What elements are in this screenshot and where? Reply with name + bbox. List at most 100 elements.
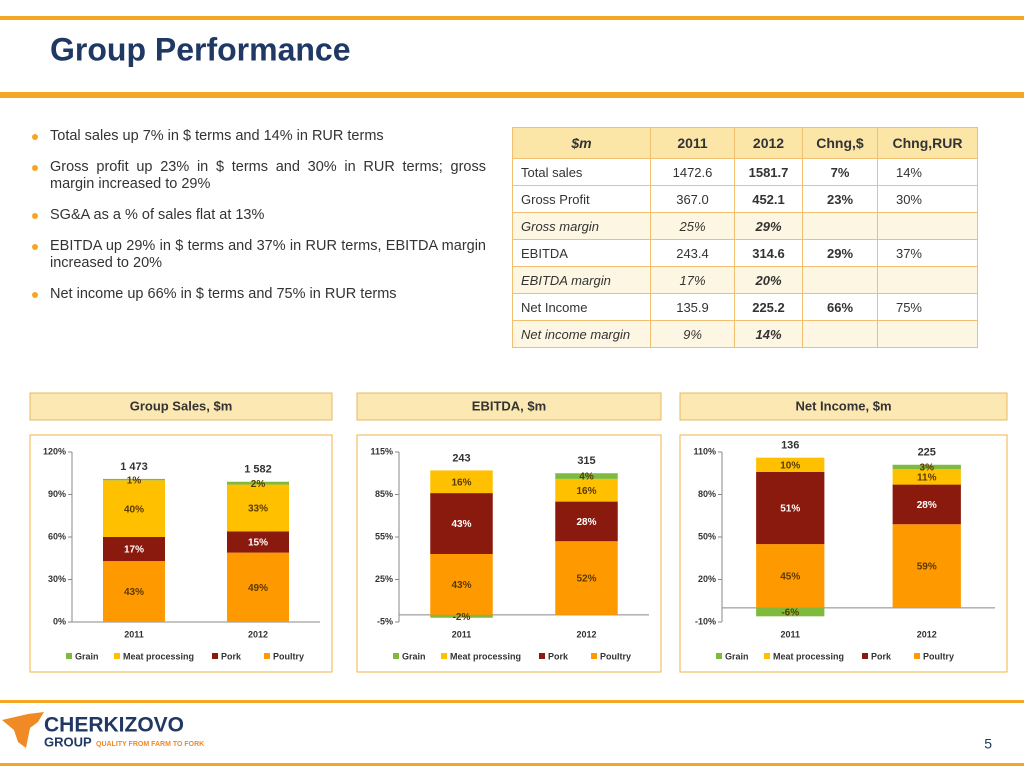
- legend-label: Pork: [871, 651, 892, 661]
- legend-label: Pork: [221, 651, 242, 661]
- bar-segment: [103, 537, 165, 562]
- table-row: Net Income 135.9 225.2 66% 75%: [512, 293, 978, 321]
- legend-label: Poultry: [600, 651, 631, 661]
- table-cell: 23%: [802, 185, 878, 213]
- header-cell: Chng,RUR: [877, 127, 978, 159]
- table-cell: 20%: [734, 266, 803, 294]
- data-label: 17%: [124, 545, 144, 556]
- table-cell: [802, 320, 878, 348]
- data-label: 11%: [917, 472, 937, 483]
- bar-segment: [430, 493, 493, 554]
- bar-segment: [430, 614, 493, 618]
- data-label: 52%: [576, 574, 596, 585]
- bar-segment: [555, 501, 618, 542]
- table-cell: 135.9: [650, 293, 735, 321]
- y-tick-label: -10%: [695, 616, 716, 626]
- table-row: Gross margin 25% 29%: [512, 212, 978, 240]
- footer-rule: [0, 700, 1024, 703]
- data-label: 3%: [920, 463, 935, 474]
- bullet: Total sales up 7% in $ terms and 14% in …: [30, 128, 486, 145]
- chart-title-box: [29, 392, 333, 421]
- y-tick-label: 30%: [48, 574, 66, 584]
- y-tick-label: 120%: [43, 446, 66, 456]
- table-cell: [802, 212, 878, 240]
- table-cell: Net income margin: [512, 320, 651, 348]
- legend-swatch: [114, 653, 120, 659]
- data-label: 28%: [917, 500, 937, 511]
- chart-title-box: [679, 392, 1008, 421]
- y-tick-label: 20%: [698, 574, 716, 584]
- header-cell: 2011: [650, 127, 735, 159]
- legend-swatch: [764, 653, 770, 659]
- bar-segment: [756, 471, 825, 545]
- total-label: 1 473: [120, 461, 148, 473]
- y-tick-label: 80%: [698, 489, 716, 499]
- table-cell: 314.6: [734, 239, 803, 267]
- x-tick-label: 2012: [917, 629, 937, 639]
- bar-segment: [227, 484, 289, 532]
- data-label: 51%: [780, 504, 800, 515]
- bar-segment: [892, 484, 961, 525]
- bar-segment: [103, 480, 165, 537]
- total-label: 225: [918, 447, 936, 459]
- logo-mark: [2, 712, 44, 748]
- table-cell: [802, 266, 878, 294]
- bar-segment: [892, 524, 961, 608]
- x-tick-label: 2012: [576, 629, 596, 639]
- data-label: 28%: [576, 517, 596, 528]
- table-cell: 14%: [877, 158, 978, 186]
- bar-segment: [555, 478, 618, 502]
- header-cell: Chng,$: [802, 127, 878, 159]
- summary-table: $m 2011 2012 Chng,$ Chng,RUR Total sales 1472.…: [512, 127, 978, 348]
- chart-title: EBITDA, $m: [472, 398, 546, 413]
- legend-label: Grain: [402, 651, 426, 661]
- bullet: Gross profit up 23% in $ terms and 30% i…: [30, 159, 486, 193]
- table-cell: 25%: [650, 212, 735, 240]
- bar-segment: [555, 541, 618, 615]
- bar-segment: [892, 469, 961, 485]
- table-cell: 243.4: [650, 239, 735, 267]
- table-cell: Gross Profit: [512, 185, 651, 213]
- data-label: 49%: [248, 583, 268, 594]
- y-tick-label: 60%: [48, 531, 66, 541]
- table-cell: 367.0: [650, 185, 735, 213]
- total-label: 315: [577, 455, 595, 467]
- legend-swatch: [66, 653, 72, 659]
- table-cell: 30%: [877, 185, 978, 213]
- data-label: 16%: [451, 477, 471, 488]
- table-cell: 225.2: [734, 293, 803, 321]
- legend-label: Poultry: [273, 651, 304, 661]
- bar-segment: [892, 464, 961, 469]
- bar-segment: [103, 561, 165, 622]
- bar-segment: [756, 607, 825, 617]
- data-label: 15%: [248, 538, 268, 549]
- total-label: 1 582: [244, 464, 272, 476]
- table-row: Net income margin 9% 14%: [512, 320, 978, 348]
- table-row: EBITDA margin 17% 20%: [512, 266, 978, 294]
- data-label: -6%: [781, 608, 799, 619]
- legend-swatch: [393, 653, 399, 659]
- bar-segment: [756, 457, 825, 472]
- legend-label: Poultry: [923, 651, 954, 661]
- bar-segment: [227, 531, 289, 553]
- slide-title: Group Performance: [50, 31, 351, 67]
- y-tick-label: 110%: [693, 446, 716, 456]
- bar-segment: [227, 481, 289, 485]
- logo-name: CHERKIZOVO: [44, 714, 184, 737]
- data-label: 43%: [124, 587, 144, 598]
- data-label: 4%: [579, 472, 594, 483]
- bullet: EBITDA up 29% in $ terms and 37% in RUR …: [30, 238, 486, 272]
- legend-swatch: [264, 653, 270, 659]
- table-row: EBITDA 243.4 314.6 29% 37%: [512, 239, 978, 267]
- legend-swatch: [591, 653, 597, 659]
- table-cell: 1472.6: [650, 158, 735, 186]
- data-label: -2%: [453, 612, 471, 623]
- x-tick-label: 2011: [780, 629, 800, 639]
- table-cell: 29%: [734, 212, 803, 240]
- data-label: 43%: [451, 580, 471, 591]
- data-label: 43%: [451, 519, 471, 530]
- chart-title: Net Income, $m: [795, 398, 891, 413]
- table-cell: 29%: [802, 239, 878, 267]
- y-tick-label: 90%: [48, 489, 66, 499]
